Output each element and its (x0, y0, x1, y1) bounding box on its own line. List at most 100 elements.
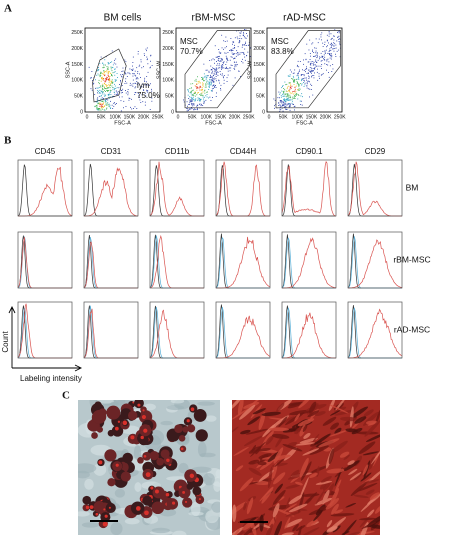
fiber (247, 416, 261, 426)
event-dot (206, 69, 208, 71)
fiber (272, 503, 280, 518)
event-dot (106, 85, 108, 87)
event-dot (202, 94, 204, 96)
event-dot (110, 66, 112, 68)
event-dot (231, 65, 233, 66)
event-dot (127, 92, 129, 94)
event-dot (120, 110, 122, 112)
event-dot (214, 69, 216, 71)
event-dot (225, 52, 227, 54)
event-dot (292, 78, 293, 80)
event-dot (97, 108, 99, 110)
event-dot (149, 67, 151, 69)
x-tick-label: 200K (320, 114, 332, 120)
fiber (232, 400, 243, 410)
event-dot (99, 85, 101, 87)
event-dot (211, 82, 212, 84)
y-tick-label: 200K (162, 46, 174, 52)
event-dot (109, 92, 111, 93)
event-dot (312, 50, 313, 52)
event-dot (294, 81, 295, 83)
event-dot (218, 49, 220, 50)
event-dot (315, 55, 316, 57)
histogram-frame (347, 301, 403, 359)
event-dot (183, 101, 185, 103)
texture (202, 472, 215, 486)
event-dot (101, 104, 103, 106)
event-dot (329, 50, 331, 52)
event-dot (309, 39, 311, 41)
event-dot (114, 68, 115, 70)
event-dot (125, 106, 127, 107)
histogram-frame (215, 301, 271, 359)
event-dot (219, 57, 221, 59)
event-dot (281, 107, 283, 109)
event-dot (198, 80, 200, 82)
event-dot (107, 99, 109, 101)
event-dot (101, 78, 102, 79)
event-dot (135, 75, 137, 77)
event-dot (101, 104, 103, 106)
event-dot (294, 97, 295, 99)
fiber (267, 466, 273, 489)
event-dot (131, 84, 133, 86)
scatter-plot (273, 29, 341, 112)
event-dot (208, 84, 210, 85)
sample-curve (18, 166, 73, 217)
event-dot (338, 32, 340, 34)
fiber (301, 493, 320, 497)
event-dot (193, 94, 194, 96)
event-dot (323, 58, 325, 60)
event-dot (322, 51, 324, 52)
cell (187, 424, 196, 433)
event-dot (187, 108, 189, 110)
event-dot (194, 80, 196, 82)
event-dot (138, 94, 140, 96)
event-dot (107, 62, 109, 63)
event-dot (192, 94, 193, 96)
event-dot (212, 97, 213, 98)
event-dot (294, 86, 296, 88)
event-dot (314, 47, 316, 49)
y-axis-label: SSC-W (247, 60, 253, 79)
event-dot (196, 94, 198, 96)
y-tick-label: 100K (71, 78, 83, 84)
event-dot (194, 99, 196, 101)
event-dot (227, 59, 228, 61)
event-dot (212, 70, 214, 72)
fiber (339, 451, 350, 458)
event-dot (283, 103, 285, 105)
event-dot (218, 56, 220, 57)
event-dot (220, 65, 222, 67)
x-tick-label: 200K (229, 114, 241, 120)
event-dot (221, 59, 223, 60)
event-dot (111, 61, 113, 63)
isotype-curve (149, 234, 204, 289)
event-dot (101, 107, 103, 108)
event-dot (309, 71, 311, 72)
event-dot (111, 50, 113, 52)
event-dot (107, 74, 109, 76)
event-dot (96, 105, 98, 107)
event-dot (292, 103, 294, 105)
plot-frame (175, 27, 252, 113)
cell (182, 497, 193, 508)
event-dot (226, 77, 228, 79)
fiber (272, 489, 286, 505)
event-dot (112, 67, 114, 69)
event-dot (97, 108, 99, 109)
event-dot (283, 95, 285, 97)
event-dot (204, 89, 206, 91)
event-dot (333, 35, 335, 37)
event-dot (216, 71, 218, 73)
event-dot (187, 105, 188, 107)
event-dot (132, 69, 134, 71)
event-dot (106, 76, 108, 78)
event-dot (101, 72, 103, 74)
histogram-frame (149, 301, 205, 359)
micrograph (78, 400, 220, 535)
event-dot (221, 59, 223, 61)
cell (192, 486, 202, 496)
event-dot (212, 80, 214, 82)
texture (188, 511, 204, 516)
